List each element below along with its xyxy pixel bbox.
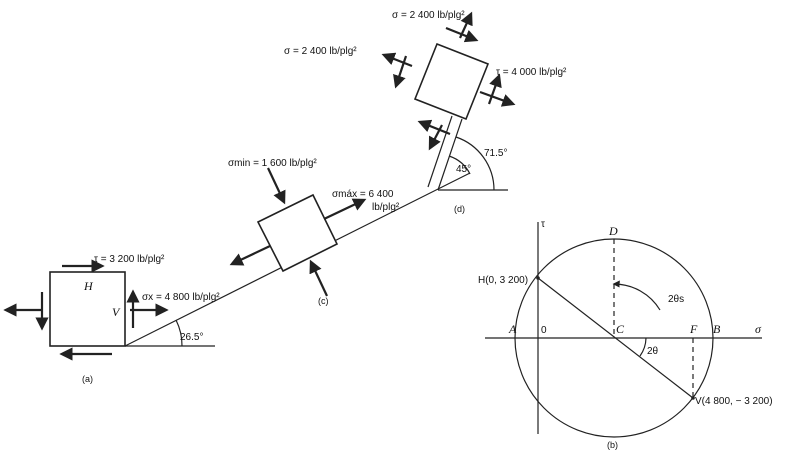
- fig-a-sigma-x-label: σx = 4 800 lb/plg²: [142, 292, 220, 303]
- point-v: [691, 396, 695, 400]
- origin-label: 0: [541, 325, 547, 336]
- point-h-label: H(0, 3 200): [478, 275, 528, 286]
- two-theta-label: 2θ: [647, 346, 659, 357]
- fig-b-caption: (b): [607, 440, 618, 450]
- fig-d-square: [413, 42, 490, 121]
- fig-d-stem: [437, 118, 463, 191]
- point-f-label: F: [689, 322, 698, 336]
- fig-a-square: [49, 271, 126, 347]
- fig-a-v-label: V: [112, 305, 121, 319]
- two-theta-s-label: 2θs: [668, 294, 684, 305]
- fig-c-left-tension-arrow: [229, 245, 271, 266]
- fig-c-sigma-max-label: σmáx = 6 400: [332, 189, 394, 200]
- fig-d-stem-2: [427, 115, 453, 188]
- point-v-label: V(4 800, − 3 200): [695, 396, 773, 407]
- fig-c-caption: (c): [318, 296, 329, 306]
- fig-d-left-shear-arrow: [393, 55, 408, 89]
- sigma-axis-label: σ: [755, 322, 762, 336]
- fig-c-bottom-compression-arrow: [309, 259, 328, 297]
- fig-c-sigma-max-unit: lb/plg²: [372, 202, 400, 213]
- fig-d-right-normal-arrow: [479, 90, 516, 107]
- fig-d-angle-45-arc: [448, 155, 471, 175]
- fig-c-element: σmin = 1 600 lb/plg² σmáx = 6 400 lb/plg…: [228, 158, 400, 306]
- fig-a-caption: (a): [82, 374, 93, 384]
- point-c-label: C: [616, 322, 625, 336]
- point-b-label: B: [713, 322, 721, 336]
- fig-d-right-shear-arrow: [487, 73, 502, 105]
- h-v-diameter: [537, 277, 694, 399]
- fig-d-element: σ = 2 400 lb/plg² σ = 2 400 lb/plg² τ = …: [284, 10, 567, 214]
- tau-axis-label: τ: [541, 219, 545, 230]
- fig-d-top-shear-arrow: [445, 26, 479, 43]
- fig-b-mohr-circle: τ σ D H(0, 3 200) 2θs A 0 C F B 2θ V(4 8…: [478, 219, 773, 450]
- fig-a-element: τ = 3 200 lb/plg² σx = 4 800 lb/plg² H V…: [3, 254, 220, 384]
- fig-d-left-normal-arrow: [381, 52, 413, 68]
- fig-c-sigma-min-label: σmin = 1 600 lb/plg²: [228, 158, 317, 169]
- fig-c-top-compression-arrow: [267, 167, 286, 205]
- fig-d-sigma-top-label: σ = 2 400 lb/plg²: [392, 10, 465, 21]
- fig-a-angle-label: 26.5°: [180, 332, 203, 343]
- fig-d-sigma-left-label: σ = 2 400 lb/plg²: [284, 46, 357, 57]
- fig-a-tau-label: τ = 3 200 lb/plg²: [94, 254, 165, 265]
- fig-d-angle-71-label: 71.5°: [484, 148, 507, 159]
- fig-a-h-label: H: [83, 279, 94, 293]
- two-theta-s-arc: [612, 280, 661, 311]
- fig-c-right-tension-arrow: [323, 198, 367, 220]
- fig-c-square: [256, 193, 339, 273]
- fig-d-angle-45-label: 45°: [456, 164, 471, 175]
- fig-d-tau-label: τ = 4 000 lb/plg²: [496, 67, 567, 78]
- fig-d-bottom-shear-arrow: [417, 119, 451, 136]
- point-h: [536, 276, 540, 280]
- fig-d-angle-71-arc: [455, 136, 495, 191]
- point-a-label: A: [508, 322, 517, 336]
- point-d-label: D: [608, 224, 618, 238]
- fig-d-caption: (d): [454, 204, 465, 214]
- two-theta-arc: [639, 337, 647, 357]
